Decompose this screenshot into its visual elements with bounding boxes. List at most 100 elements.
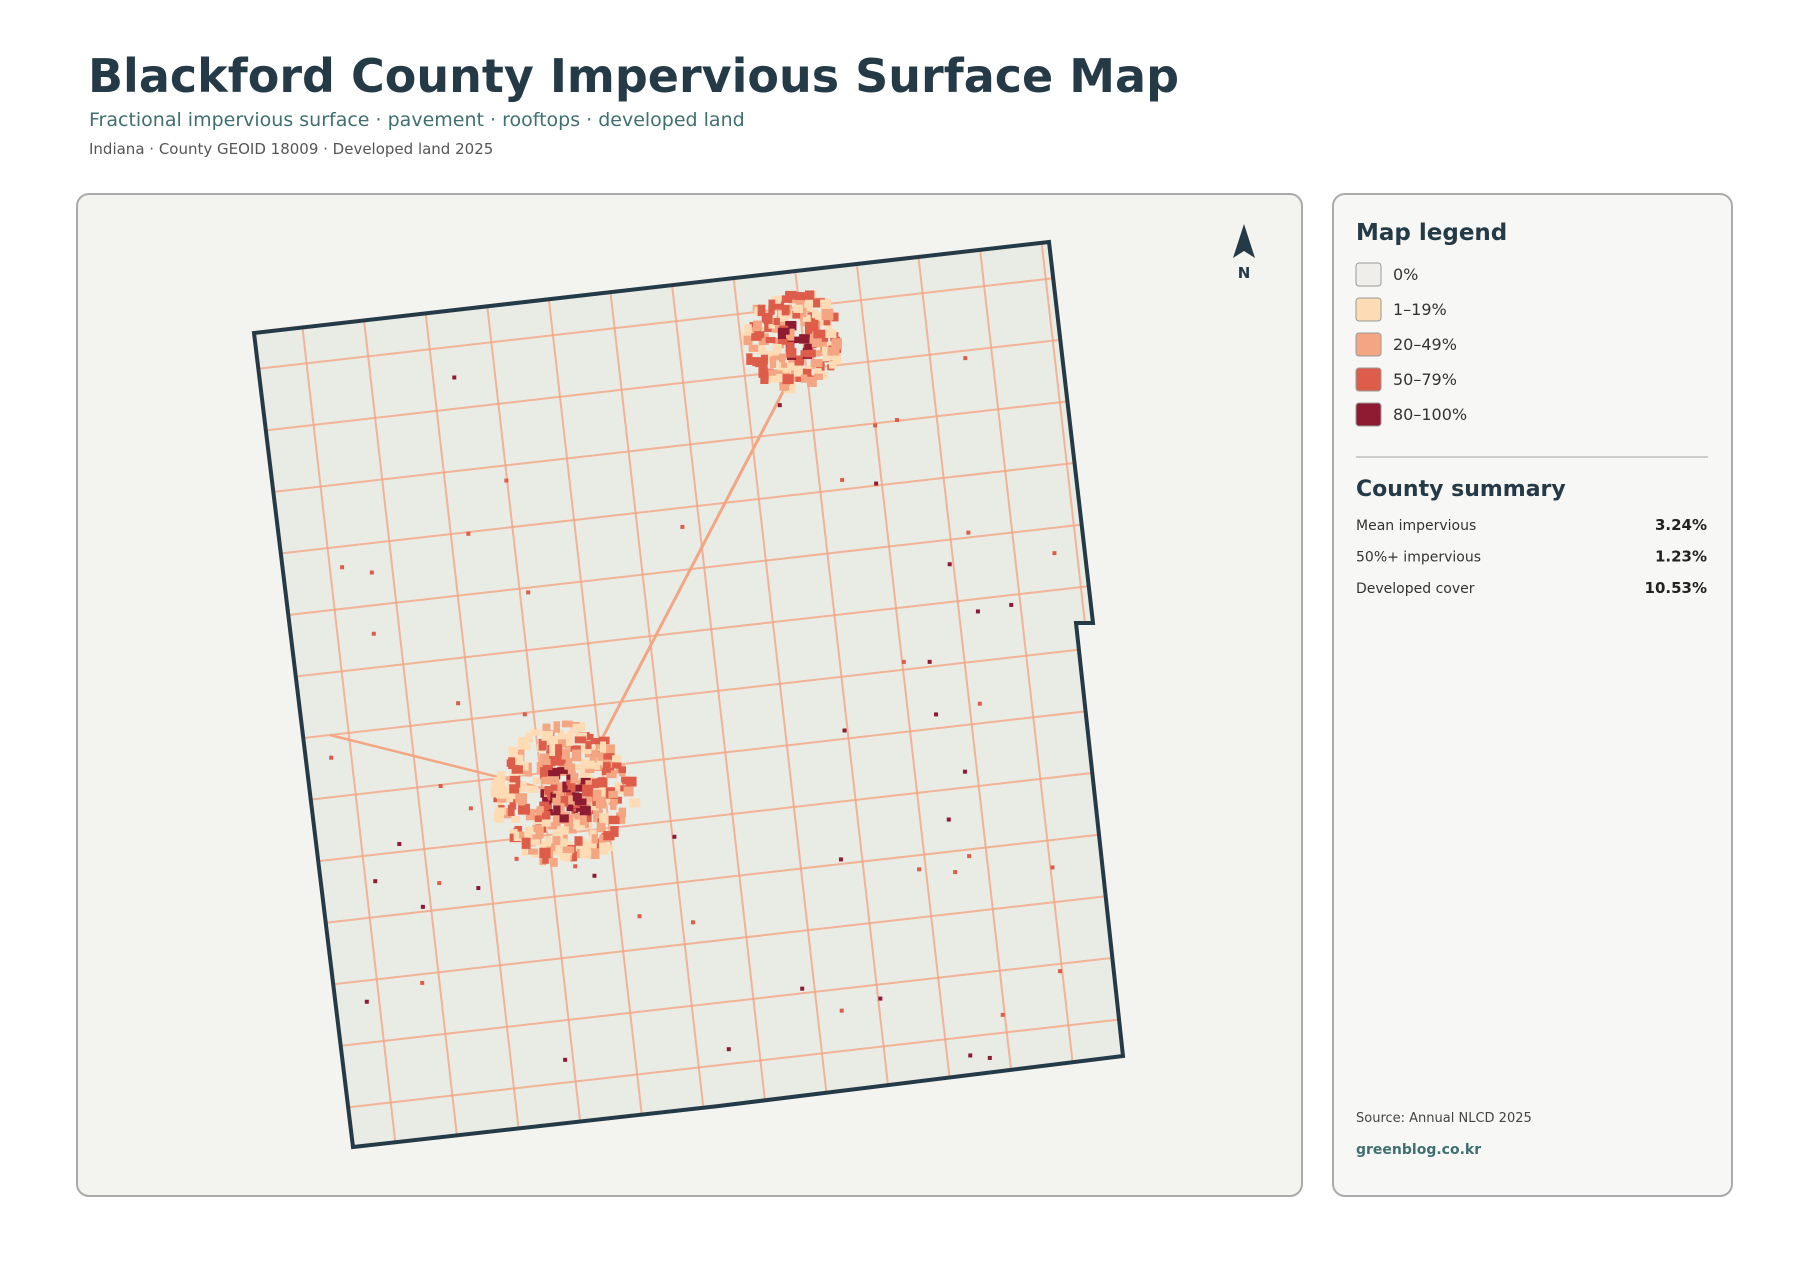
developed-cell <box>953 870 958 875</box>
developed-cell <box>963 356 968 361</box>
developed-cell <box>793 365 803 377</box>
developed-cell <box>562 852 571 862</box>
developed-cell <box>781 305 790 316</box>
developed-cell <box>496 771 506 782</box>
developed-cell <box>534 815 542 822</box>
developed-cell <box>934 712 939 717</box>
developed-cell <box>800 350 807 357</box>
legend-title: Map legend <box>1356 220 1507 246</box>
subtitle: Fractional impervious surface · pavement… <box>89 109 745 131</box>
developed-cell <box>557 767 568 774</box>
developed-cell <box>610 800 617 810</box>
developed-cell <box>821 346 829 355</box>
developed-cell <box>490 785 500 798</box>
developed-cell <box>521 837 531 849</box>
legend-label: 20–49% <box>1393 335 1457 354</box>
developed-cell <box>785 290 797 300</box>
developed-cell <box>552 816 561 827</box>
developed-cell <box>596 822 606 833</box>
developed-cell <box>580 769 592 782</box>
developed-cell <box>520 744 531 751</box>
developed-cell <box>598 836 605 845</box>
developed-cell <box>968 1053 973 1058</box>
developed-cell <box>815 312 825 321</box>
developed-cell <box>546 843 556 852</box>
developed-cell <box>575 764 586 771</box>
developed-cell <box>590 755 597 763</box>
legend-swatch <box>1355 332 1382 357</box>
developed-cell <box>591 757 603 766</box>
developed-cell <box>552 830 563 840</box>
developed-cell <box>805 322 813 334</box>
developed-cell <box>582 784 594 797</box>
developed-cell <box>564 763 576 770</box>
developed-cell <box>800 307 807 318</box>
developed-cell <box>519 761 529 771</box>
developed-cell <box>532 777 540 785</box>
developed-cell <box>466 531 471 536</box>
developed-cell <box>420 904 425 909</box>
developed-cell <box>604 744 615 754</box>
developed-cell <box>570 772 579 784</box>
developed-cell <box>476 886 481 891</box>
developed-cell <box>589 848 600 860</box>
developed-cell <box>549 744 556 756</box>
developed-cell <box>825 329 837 339</box>
developed-cell <box>511 815 520 823</box>
developed-cell <box>618 766 627 774</box>
developed-cell <box>598 777 608 788</box>
developed-cell <box>600 815 607 824</box>
north-label: N <box>1238 264 1251 282</box>
developed-cell <box>606 770 617 779</box>
developed-cell <box>776 353 787 361</box>
developed-cell <box>579 805 591 816</box>
road <box>254 321 1123 449</box>
road <box>254 506 1123 633</box>
developed-cell <box>975 609 980 614</box>
legend-swatch <box>1355 297 1382 322</box>
developed-cell <box>554 753 564 766</box>
road <box>254 752 1123 880</box>
developed-cell <box>373 879 378 884</box>
developed-cell <box>773 318 780 325</box>
developed-cell <box>547 822 557 830</box>
developed-cell <box>618 807 627 817</box>
developed-cell <box>574 812 582 820</box>
developed-cell <box>518 803 530 815</box>
developed-cell <box>777 329 786 339</box>
developed-cell <box>589 804 599 811</box>
developed-cell <box>579 815 587 826</box>
developed-cell <box>775 373 783 383</box>
developed-cell <box>581 733 594 741</box>
developed-cell <box>779 379 790 391</box>
developed-cell <box>823 316 831 326</box>
developed-cell <box>782 374 794 385</box>
developed-cell <box>566 795 578 806</box>
developed-cell <box>967 854 972 859</box>
developed-cell <box>506 795 514 803</box>
developed-cell <box>530 834 542 844</box>
developed-cell <box>827 347 840 356</box>
legend-swatch <box>1355 367 1382 392</box>
developed-cell <box>550 857 558 867</box>
developed-cell <box>805 290 815 300</box>
developed-cell <box>535 808 542 819</box>
developed-cell <box>813 329 826 339</box>
developed-cell <box>397 841 402 846</box>
developed-cell <box>753 320 762 331</box>
developed-cell <box>522 712 527 717</box>
developed-cell <box>794 336 806 344</box>
title: Blackford County Impervious Surface Map <box>88 49 1179 103</box>
developed-cell <box>785 320 797 331</box>
developed-cell <box>573 864 578 869</box>
developed-cell <box>1058 969 1063 974</box>
developed-cell <box>612 762 622 769</box>
developed-cell <box>536 806 544 813</box>
developed-cell <box>541 730 554 741</box>
developed-cell <box>541 811 551 820</box>
developed-cell <box>763 312 773 324</box>
developed-cell <box>779 357 786 367</box>
summary-value: 1.23% <box>1655 548 1707 566</box>
developed-cell <box>557 826 569 835</box>
